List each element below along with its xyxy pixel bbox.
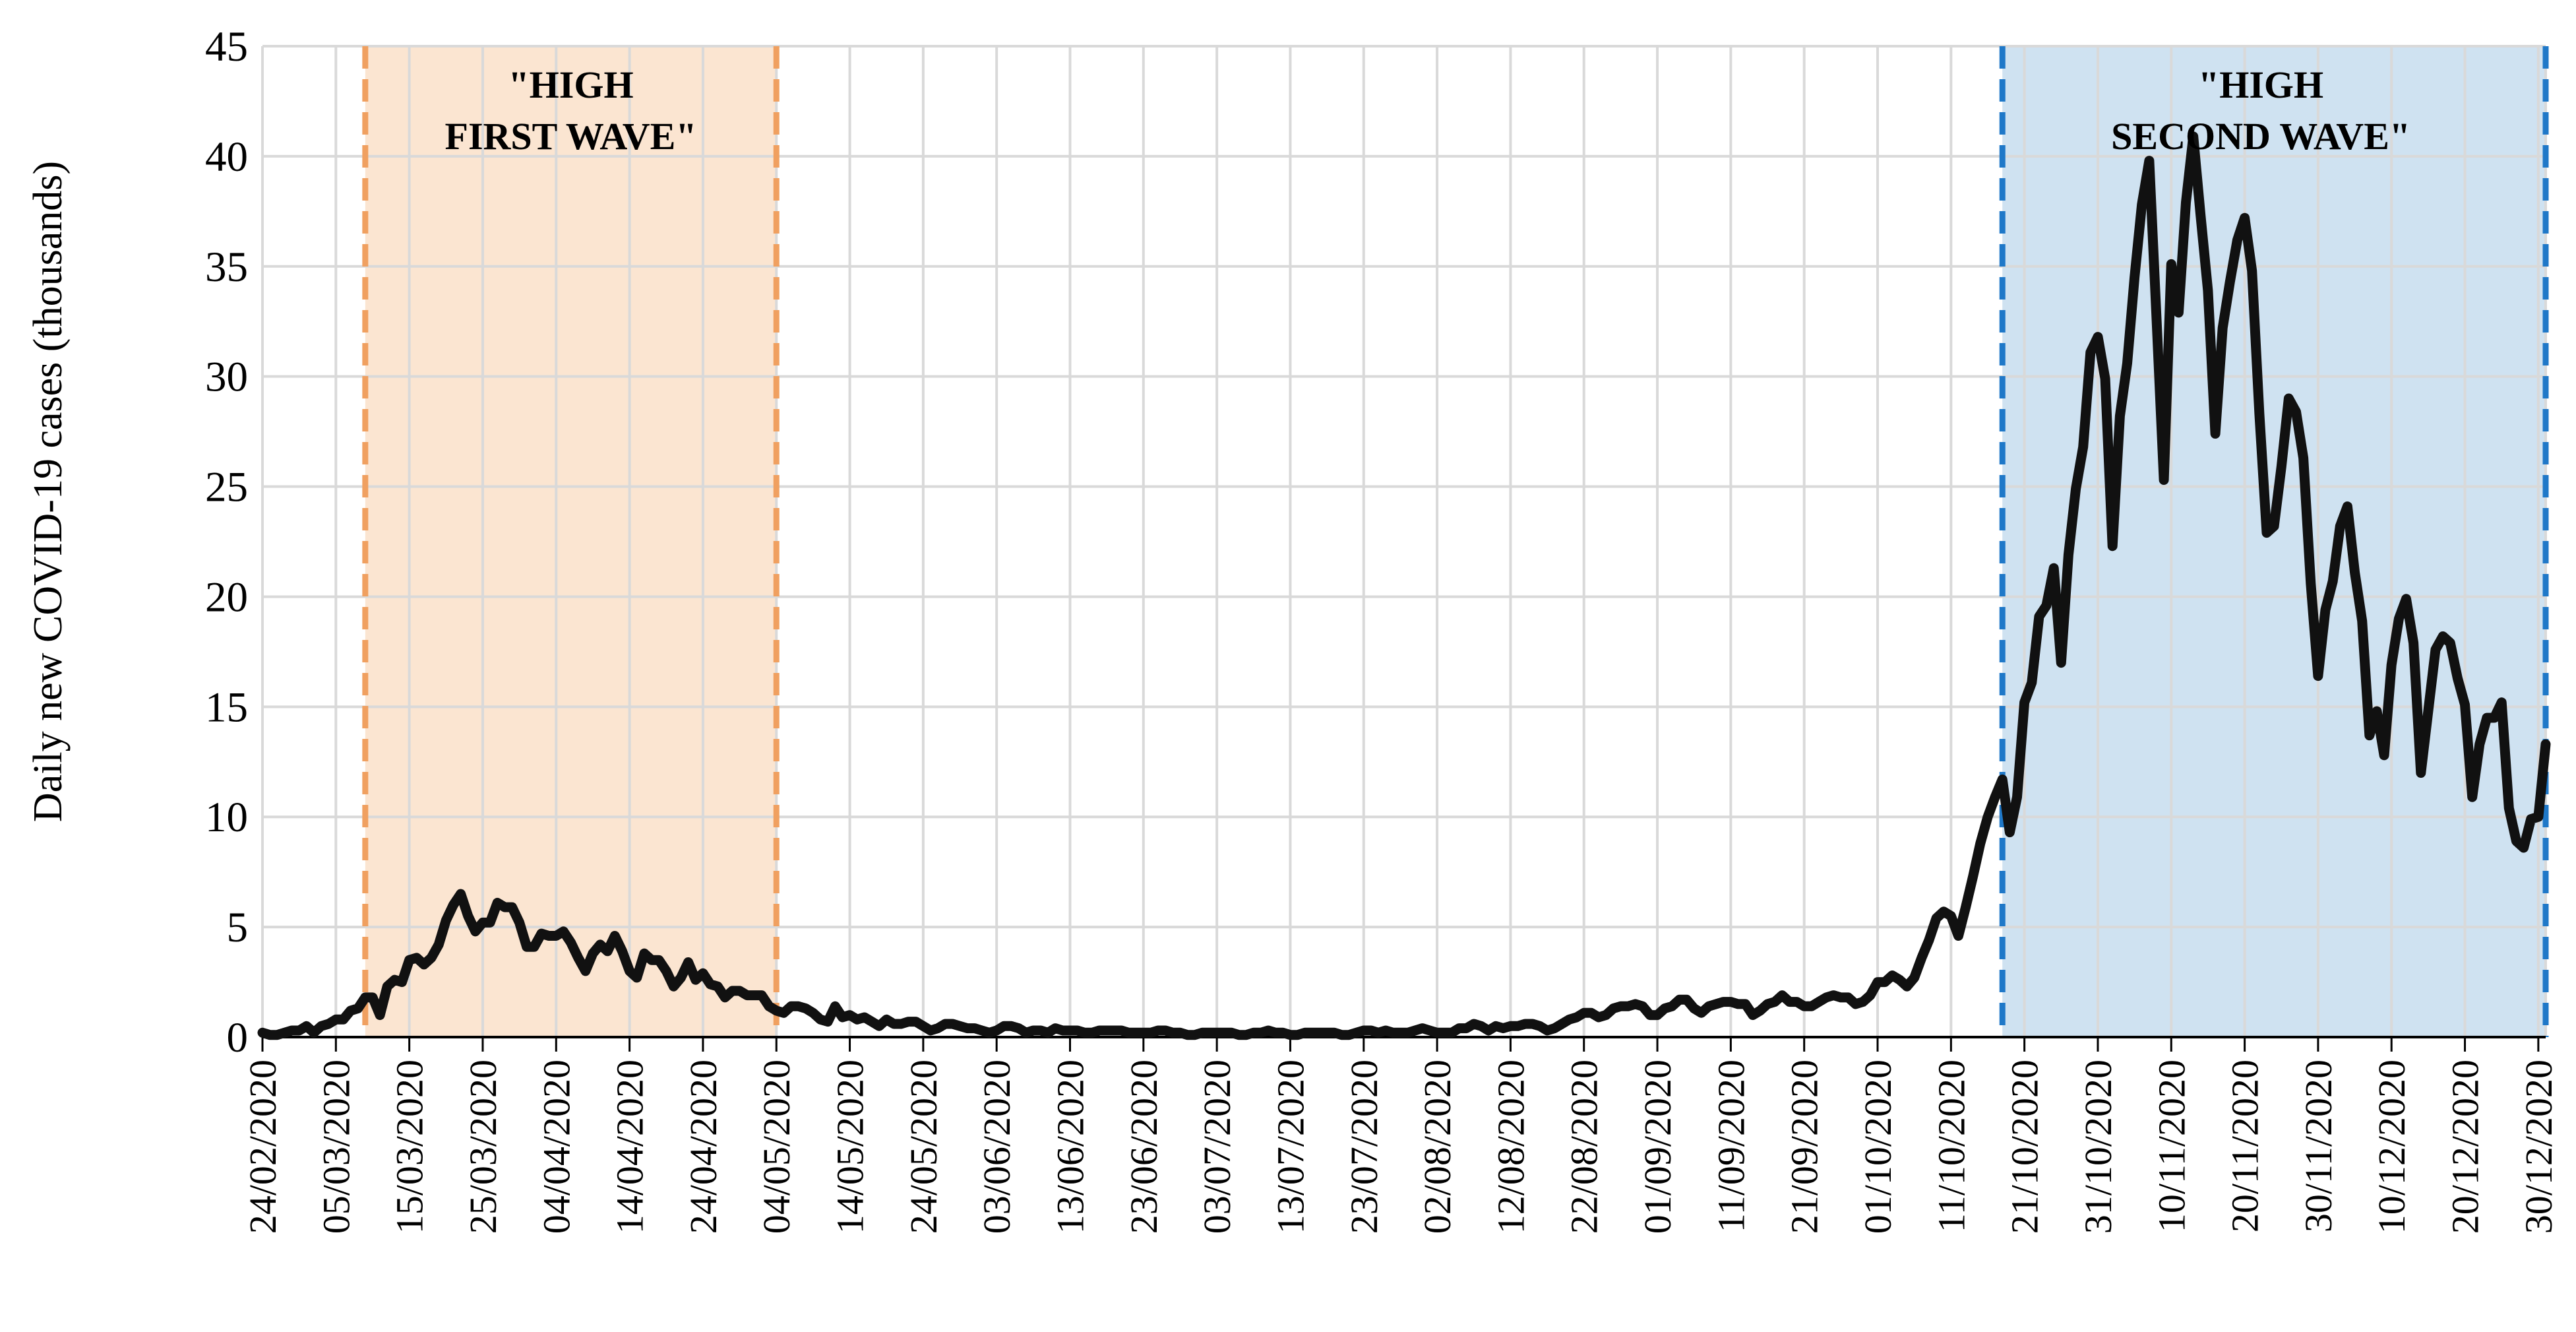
x-tick-label: 12/08/2020 [1489, 1060, 1532, 1234]
y-tick-label: 0 [227, 1014, 249, 1062]
x-tick-label: 20/11/2020 [2224, 1060, 2267, 1232]
x-tick-label: 25/03/2020 [462, 1060, 505, 1234]
x-tick-label: 04/05/2020 [755, 1060, 798, 1234]
y-tick-label: 25 [205, 464, 248, 511]
wave-band-1 [365, 46, 777, 1037]
x-tick-label: 23/07/2020 [1343, 1060, 1386, 1234]
x-tick-label: 03/06/2020 [975, 1060, 1018, 1234]
x-tick-label: 15/03/2020 [388, 1060, 431, 1234]
x-tick-label: 01/10/2020 [1856, 1060, 1899, 1234]
x-tick-label: 22/08/2020 [1563, 1060, 1606, 1234]
labels: Daily new COVID-19 cases (thousands) 0 5 1… [26, 23, 2560, 1234]
x-tick-label: 10/11/2020 [2150, 1060, 2193, 1232]
y-tick-label: 30 [205, 354, 248, 401]
x-tick-label: 30/11/2020 [2297, 1060, 2340, 1232]
wave-band-2 [2002, 46, 2546, 1037]
y-tick-label: 35 [205, 243, 248, 291]
x-tick-label: 14/05/2020 [829, 1060, 872, 1234]
wave-band-label-2: "HIGH [2198, 63, 2323, 106]
x-tick-label: 11/09/2020 [1709, 1060, 1752, 1232]
x-tick-label: 20/12/2020 [2444, 1060, 2487, 1234]
x-tick-label: 24/04/2020 [682, 1060, 725, 1234]
wave-boundary-lines [362, 46, 2549, 1037]
wave-band-label-1: FIRST WAVE" [445, 115, 697, 158]
x-tick-label: 24/02/2020 [241, 1060, 284, 1234]
y-axis-label: Daily new COVID-19 cases (thousands) [26, 161, 71, 822]
y-tick-label: 20 [205, 573, 248, 621]
x-tick-label: 05/03/2020 [315, 1060, 357, 1234]
x-tick-label: 23/06/2020 [1122, 1060, 1165, 1234]
series [257, 131, 2551, 1040]
x-tick-label: 21/10/2020 [2004, 1060, 2046, 1234]
wave-bands [365, 46, 2546, 1037]
x-tick-label: 10/12/2020 [2370, 1060, 2413, 1234]
x-tick-label: 03/07/2020 [1196, 1060, 1239, 1234]
y-tick-label: 45 [205, 23, 248, 71]
y-tick-label: 40 [205, 133, 248, 181]
x-tick-label: 02/08/2020 [1416, 1060, 1459, 1234]
y-tick-label: 15 [205, 683, 248, 731]
x-tick-label: 13/07/2020 [1269, 1060, 1312, 1234]
series-line-1 [257, 131, 2551, 1040]
x-tick-label: 31/10/2020 [2077, 1060, 2120, 1234]
x-tick-label: 24/05/2020 [902, 1060, 945, 1234]
y-tick-label: 5 [227, 904, 249, 951]
x-tick-label: 30/12/2020 [2517, 1060, 2560, 1234]
x-tick-label: 04/04/2020 [535, 1060, 578, 1234]
wave-band-label-2: SECOND WAVE" [2111, 115, 2410, 158]
gridlines [261, 45, 2547, 1037]
x-tick-label: 13/06/2020 [1049, 1060, 1092, 1234]
x-tick-label: 11/10/2020 [1930, 1060, 1973, 1232]
axes [261, 1036, 2546, 1052]
y-tick-label: 10 [205, 794, 248, 841]
x-tick-label: 21/09/2020 [1783, 1060, 1826, 1234]
x-tick-label: 01/09/2020 [1636, 1060, 1679, 1234]
x-tick-label: 14/04/2020 [609, 1060, 652, 1234]
wave-band-label-1: "HIGH [508, 63, 633, 106]
